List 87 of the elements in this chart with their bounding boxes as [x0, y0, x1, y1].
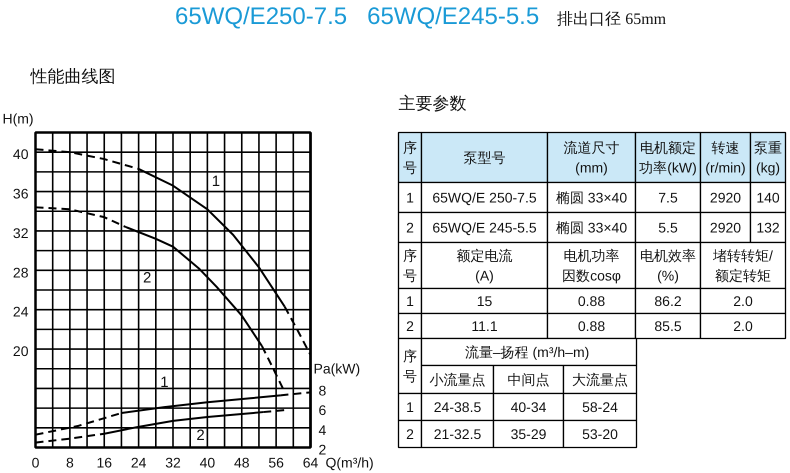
text: 堵转转矩/ — [712, 248, 774, 264]
text: 40-34 — [510, 399, 547, 415]
text: 号 — [403, 160, 417, 176]
text: 主要参数 — [398, 94, 466, 113]
x-tick-label: 0 — [32, 454, 40, 470]
text: 65WQ/E250-7.5 65WQ/E245-5.5 — [175, 3, 540, 30]
text: 53-20 — [582, 426, 618, 442]
x-tick-label: 16 — [96, 454, 112, 470]
y2-tick-label: 8 — [318, 382, 326, 398]
text: 额定转矩 — [715, 268, 771, 284]
text: 1 — [406, 190, 414, 206]
text: 号 — [403, 368, 417, 384]
text: 转速 — [712, 140, 740, 156]
text: 0.88 — [578, 293, 606, 309]
x-tick-label: 32 — [165, 454, 181, 470]
y-tick-label: 40 — [12, 146, 29, 162]
text: (mm) — [575, 160, 608, 176]
x-tick-label: 24 — [130, 454, 147, 470]
y-tick-label: 32 — [12, 224, 29, 241]
y-tick-label: 36 — [12, 186, 29, 202]
y-tick-label: 28 — [12, 264, 29, 280]
text: 排出口径 65mm — [557, 11, 666, 28]
text: (r/min) — [705, 160, 746, 176]
text: 电机额定 — [640, 140, 696, 156]
text: 2 — [406, 426, 414, 442]
y2-tick-label: 4 — [318, 422, 326, 438]
text: 140 — [756, 190, 780, 206]
annotation: 1 — [160, 374, 169, 392]
text: 7.5 — [658, 190, 678, 206]
x-tick-label: 64 — [302, 454, 318, 470]
text: 86.2 — [654, 293, 682, 309]
text: 1 — [406, 399, 414, 415]
text: 65WQ/E 245-5.5 — [432, 220, 537, 236]
text: 功率(kW) — [639, 160, 697, 176]
text: 椭圆 33×40 — [556, 190, 628, 206]
text: 2.0 — [733, 293, 753, 309]
x-tick-label: 8 — [66, 454, 74, 470]
text: 58-24 — [582, 399, 618, 415]
text: 2 — [406, 318, 414, 334]
text: 24-38.5 — [434, 399, 482, 415]
annotation: 2 — [196, 427, 205, 444]
text: 132 — [756, 220, 780, 236]
text: (A) — [475, 268, 494, 284]
y-tick-label: 20 — [12, 343, 29, 360]
text: 因数cosφ — [562, 268, 621, 284]
text: 1 — [406, 293, 414, 309]
text: 额定电流 — [456, 248, 512, 264]
text: 21-32.5 — [434, 426, 482, 442]
text: 85.5 — [654, 318, 682, 334]
y-axis-title: H(m) — [2, 110, 34, 126]
text: 电机效率 — [640, 248, 696, 264]
text: 序 — [403, 248, 417, 264]
y2-axis-title: Pa(kW) — [314, 360, 360, 376]
y-tick-label: 24 — [12, 304, 29, 320]
text: 65WQ/E 250-7.5 — [432, 190, 537, 206]
annotation: 1 — [212, 173, 220, 190]
text: 35-29 — [510, 426, 547, 442]
annotation: 2 — [143, 270, 152, 287]
text: 流量–扬程 (m³/h–m) — [464, 344, 590, 360]
text: 号 — [403, 268, 417, 284]
text: 小流量点 — [430, 372, 486, 388]
chart-title: 性能曲线图 — [30, 67, 116, 86]
text: (kg) — [756, 160, 780, 176]
text: 椭圆 33×40 — [556, 220, 628, 236]
text: 0.88 — [578, 318, 606, 334]
text: 中间点 — [508, 372, 550, 388]
y2-tick-label: 2 — [318, 442, 326, 458]
x-axis-title: Q(m³/h) — [326, 454, 374, 470]
text: 2920 — [710, 190, 742, 206]
text: 泵型号 — [464, 150, 506, 166]
text: 大流量点 — [572, 372, 628, 388]
x-tick-label: 40 — [200, 454, 216, 470]
text: 15 — [476, 293, 492, 309]
y2-tick-label: 6 — [318, 402, 326, 418]
text: 泵重 — [754, 140, 782, 156]
x-tick-label: 48 — [234, 454, 250, 470]
text: 2920 — [710, 220, 742, 236]
text: 序 — [403, 348, 417, 364]
text: 2.0 — [733, 318, 753, 334]
text: (%) — [657, 268, 679, 284]
text: 流道尺寸 — [564, 140, 620, 156]
text: 11.1 — [471, 318, 498, 334]
x-tick-label: 56 — [268, 454, 284, 470]
text: 电机功率 — [564, 248, 620, 264]
text: 序 — [403, 140, 417, 156]
text: 2 — [406, 220, 414, 236]
text: 5.5 — [658, 220, 678, 236]
